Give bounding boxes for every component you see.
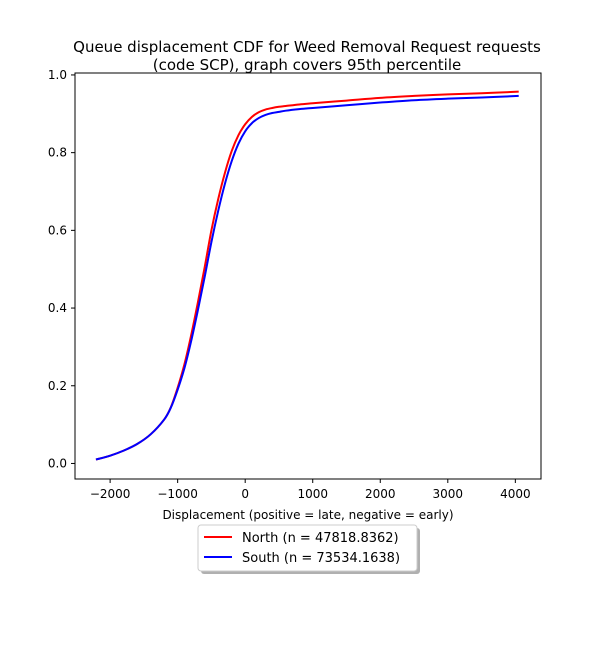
chart-title-line-1: Queue displacement CDF for Weed Removal … — [73, 38, 541, 56]
x-tick-label: 2000 — [365, 487, 396, 501]
y-tick-label: 0.2 — [48, 379, 67, 393]
series-line-south — [95, 94, 519, 461]
legend-label-south: South (n = 73534.1638) — [242, 551, 400, 566]
y-tick-label: 0.0 — [48, 456, 67, 470]
series-layer — [95, 90, 519, 461]
y-tick-label: 0.8 — [48, 146, 67, 160]
x-tick-label: −2000 — [90, 487, 131, 501]
y-tick-label: 0.4 — [48, 301, 67, 315]
legend-box — [197, 524, 418, 572]
legend: North (n = 47818.8362) South (n = 73534.… — [197, 524, 420, 574]
x-tick-label: −1000 — [157, 487, 198, 501]
tick-layer: −2000 −1000 0 1000 2000 3000 4000 0.0 0.2 0.4 0.6 0… — [48, 68, 531, 501]
y-tick-label: 0.6 — [48, 223, 67, 237]
x-tick-label: 1000 — [297, 487, 328, 501]
y-tick-label: 1.0 — [48, 68, 67, 82]
x-tick-label: 0 — [241, 487, 249, 501]
x-axis-label: Displacement (positive = late, negative … — [162, 508, 453, 522]
x-tick-label: 4000 — [500, 487, 531, 501]
plot-area-frame — [74, 72, 542, 480]
x-tick-label: 3000 — [433, 487, 464, 501]
legend-label-north: North (n = 47818.8362) — [242, 531, 399, 546]
chart-title-line-2: (code SCP), graph covers 95th percentile — [153, 56, 461, 74]
